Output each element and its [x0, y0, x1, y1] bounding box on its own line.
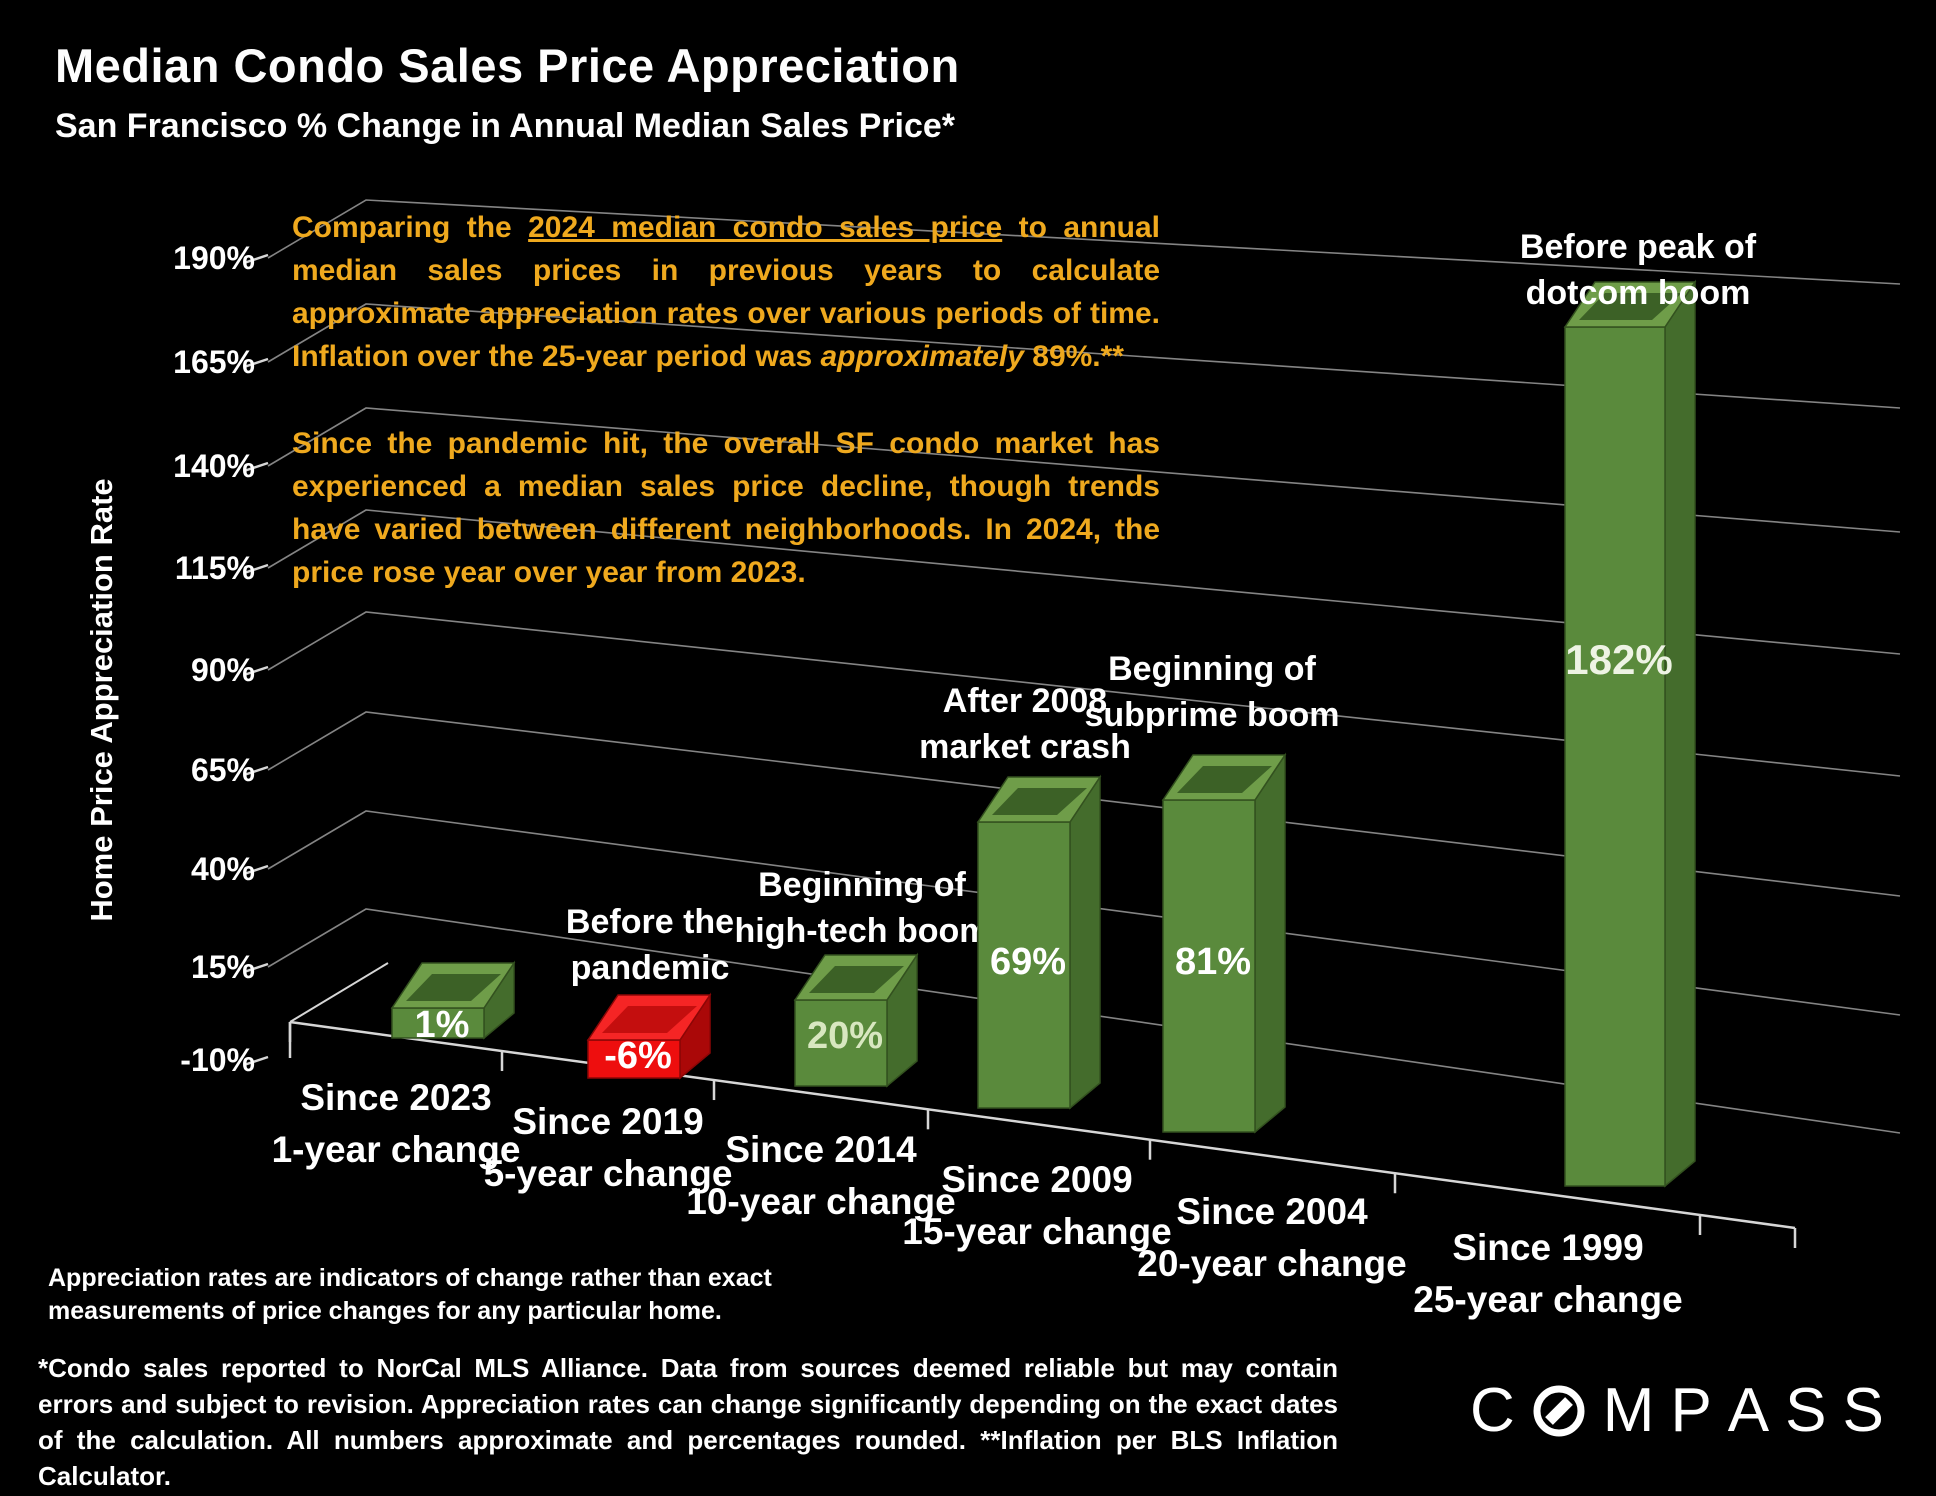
logo-letter: C	[1470, 1376, 1515, 1445]
bar-annotation: market crash	[919, 728, 1131, 766]
logo-letter: P	[1670, 1376, 1712, 1445]
category-label: Since 2009	[941, 1159, 1132, 1200]
category-label: 15-year change	[902, 1211, 1171, 1252]
category-label: 20-year change	[1137, 1243, 1406, 1284]
category-axis	[289, 1020, 1796, 1230]
page-subtitle: San Francisco % Change in Annual Median …	[55, 107, 956, 145]
category-label: 10-year change	[686, 1181, 955, 1222]
bar-since-2014-top-recess	[809, 966, 904, 993]
bar-annotation: Before peak of	[1520, 228, 1757, 266]
gridline	[267, 199, 1901, 285]
y-tick-label: 115%	[175, 550, 255, 586]
category-label: Since 2014	[725, 1129, 917, 1170]
logo-letter: M	[1602, 1376, 1655, 1445]
category-label: 25-year change	[1413, 1279, 1682, 1320]
y-axis-tick	[243, 962, 269, 974]
y-tick-label: 165%	[173, 344, 255, 380]
y-axis-tick	[243, 357, 269, 369]
footnote-disclaimer: Appreciation rates are indicators of cha…	[48, 1264, 772, 1325]
category-label: Since 1999	[1452, 1227, 1643, 1268]
y-axis-tick	[243, 1055, 269, 1067]
y-tick-label: 90%	[191, 652, 255, 688]
bar-value-label: -6%	[604, 1035, 672, 1077]
y-tick-label: 65%	[191, 752, 255, 788]
y-axis-tick	[243, 765, 269, 777]
bar-since-2004-top-recess	[1177, 766, 1272, 793]
floor-depth-edge	[289, 962, 389, 1023]
bar-annotation: Beginning of	[1108, 650, 1316, 688]
gridline	[267, 611, 1901, 777]
logo-letter: S	[1785, 1376, 1827, 1445]
bar-since-1999-side	[1664, 279, 1696, 1188]
y-axis-tick	[243, 665, 269, 677]
bar-annotation: subprime boom	[1084, 696, 1339, 734]
bar-annotation: Beginning of	[758, 866, 966, 904]
commentary-block: Comparing the 2024 median condo sales pr…	[292, 206, 1160, 594]
bar-since-2019-top-recess	[602, 1006, 697, 1033]
bar-value-label: 20%	[807, 1015, 883, 1057]
bar-value-label: 69%	[990, 941, 1066, 983]
underlined-phrase: 2024 median condo sales price	[528, 211, 1003, 244]
y-axis-tick	[243, 563, 269, 575]
gridline	[267, 908, 1901, 1134]
bar-since-2009-top-recess	[992, 788, 1087, 815]
bar-annotation: pandemic	[571, 949, 730, 987]
y-axis-tick	[243, 461, 269, 473]
bar-since-1999-top-recess	[1579, 293, 1682, 320]
bar-since-2019	[587, 1039, 681, 1079]
gridline	[267, 509, 1901, 655]
y-tick-label: 15%	[191, 949, 255, 985]
bar-value-label: 81%	[1175, 941, 1251, 983]
y-tick-label: 40%	[191, 851, 255, 887]
y-axis-tick	[243, 253, 269, 265]
logo-letter: A	[1727, 1376, 1770, 1445]
commentary-paragraph-1: Comparing the 2024 median condo sales pr…	[292, 211, 1160, 373]
y-tick-label: 140%	[173, 448, 255, 484]
bar-annotation: dotcom boom	[1526, 274, 1751, 312]
gridline	[267, 303, 1901, 409]
gridline	[267, 407, 1901, 533]
y-tick-label: -10%	[180, 1042, 255, 1078]
gridline	[267, 711, 1901, 897]
bar-since-2009-side	[1069, 774, 1101, 1110]
y-tick-label: 190%	[173, 240, 255, 276]
bar-since-2023-top-recess	[406, 974, 501, 1001]
bar-annotation: Before the	[566, 903, 734, 941]
bar-annotation: After 2008	[943, 682, 1107, 720]
bar-since-2004	[1162, 799, 1256, 1133]
y-axis-title: Home Price Appreciation Rate	[84, 478, 119, 921]
page-title: Median Condo Sales Price Appreciation	[55, 39, 960, 92]
commentary-paragraph-2: Since the pandemic hit, the overall SF c…	[292, 427, 1160, 589]
compass-o-needle-icon	[1523, 1383, 1595, 1439]
category-label: Since 2023	[300, 1077, 491, 1118]
category-label: Since 2004	[1176, 1191, 1368, 1232]
title-block: Median Condo Sales Price Appreciation Sa…	[55, 38, 960, 146]
bar-since-1999	[1564, 326, 1666, 1187]
gridline	[267, 810, 1901, 1016]
italic-phrase: approximately	[820, 340, 1024, 373]
category-label: 1-year change	[272, 1129, 521, 1170]
category-label: 5-year change	[484, 1153, 733, 1194]
bar-since-2009	[977, 821, 1071, 1109]
footnote-sources: *Condo sales reported to NorCal MLS Alli…	[38, 1353, 1338, 1491]
bar-value-label: 1%	[415, 1004, 470, 1046]
bar-value-label: 182%	[1565, 636, 1672, 683]
y-axis-tick	[243, 864, 269, 876]
bar-since-2004-side	[1254, 752, 1286, 1134]
bar-annotation: high-tech boom	[735, 912, 990, 950]
logo-letter: S	[1842, 1376, 1884, 1445]
category-label: Since 2019	[512, 1101, 703, 1142]
